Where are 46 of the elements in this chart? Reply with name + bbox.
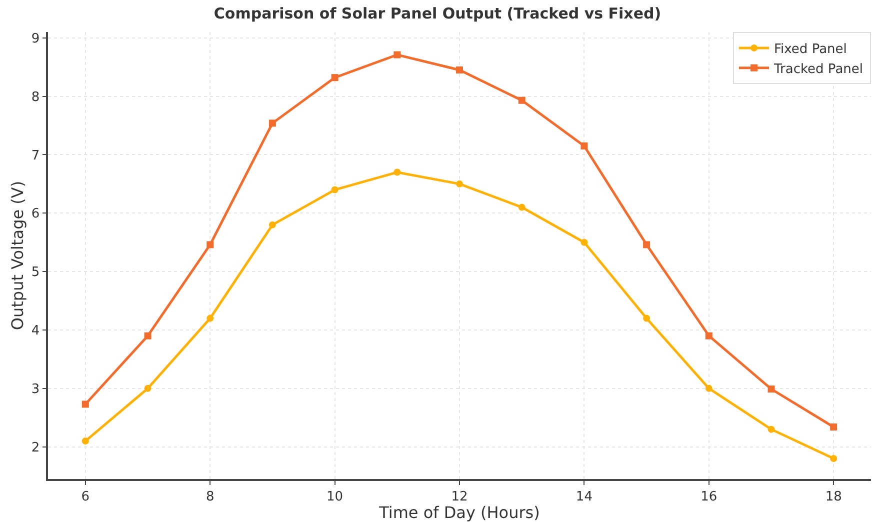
point: [768, 386, 775, 393]
point: [518, 204, 526, 211]
point: [268, 120, 276, 127]
legend-label: Tracked Panel: [773, 62, 864, 77]
point: [580, 142, 588, 150]
point: [830, 455, 838, 462]
point: [456, 66, 463, 74]
x-tick-label: 18: [825, 489, 842, 504]
point: [331, 186, 338, 194]
chart-title: Comparison of Solar Panel Output (Tracked vs Fixed): [214, 4, 662, 22]
y-tick-label: 3: [31, 382, 40, 397]
y-tick-label: 7: [31, 148, 40, 164]
x-tick-label: 12: [451, 489, 468, 504]
y-tick-label: 6: [31, 206, 40, 222]
x-tick-label: 8: [206, 489, 214, 504]
x-tick-label: 6: [81, 489, 90, 504]
point: [705, 384, 712, 392]
point: [705, 332, 712, 340]
point: [82, 400, 89, 408]
point: [768, 426, 775, 433]
y-axis-title: Output Voltage (V): [8, 180, 27, 330]
point: [830, 424, 838, 430]
point: [456, 180, 463, 188]
y-tick-label: 2: [31, 440, 40, 456]
legend-label: Fixed Panel: [774, 42, 847, 58]
point: [331, 74, 338, 82]
point: [518, 96, 526, 104]
point: [144, 332, 152, 340]
point: [206, 241, 214, 248]
point: [643, 314, 650, 322]
x-axis-title: Time of Day (Hours): [378, 503, 540, 522]
point: [394, 51, 401, 58]
point: [206, 314, 214, 322]
x-tick-label: 14: [576, 489, 592, 504]
point: [580, 238, 588, 246]
point: [643, 241, 650, 248]
point: [144, 384, 152, 392]
point: [268, 221, 276, 228]
y-tick-label: 9: [31, 31, 40, 46]
y-tick-label: 8: [31, 90, 40, 105]
y-tick-label: 5: [31, 265, 40, 280]
x-tick-label: 16: [700, 489, 718, 504]
y-tick-label: 4: [31, 324, 40, 339]
point: [82, 438, 89, 445]
x-tick-label: 10: [326, 489, 344, 504]
point: [394, 168, 401, 176]
